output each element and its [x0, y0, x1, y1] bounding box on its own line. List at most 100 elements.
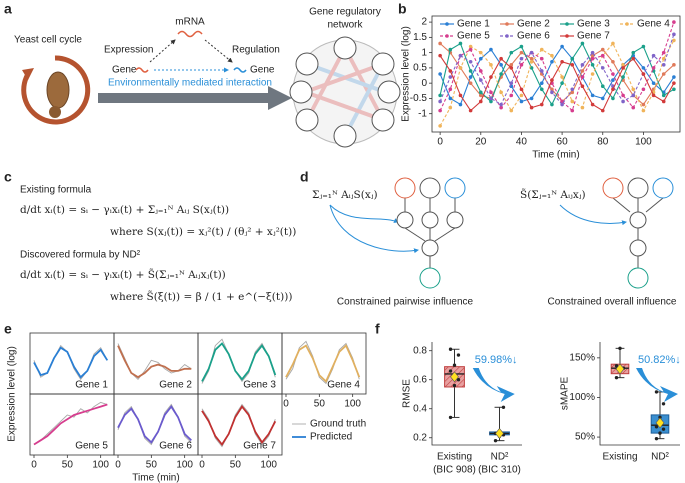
data-point — [641, 44, 646, 49]
x-tick-label: 50 — [62, 460, 74, 471]
data-point — [539, 87, 544, 92]
mean-marker — [495, 427, 504, 439]
x-tick-label: 40 — [516, 137, 528, 148]
data-point — [458, 41, 463, 46]
data-point — [654, 390, 659, 394]
data-point — [448, 75, 453, 79]
formula: where S(xⱼ(t)) = xⱼ²(t) / (θⱼ² + xⱼ²(t)) — [110, 226, 296, 238]
panel-frame — [281, 332, 367, 395]
y-tick-label: 0.5 — [413, 63, 427, 74]
data-point — [600, 47, 605, 52]
x-tick-label: 100 — [92, 460, 109, 471]
data-point — [539, 81, 544, 85]
data-point — [539, 102, 544, 107]
data-point — [600, 53, 605, 58]
data-point — [489, 90, 493, 95]
data-point — [448, 69, 453, 73]
data-point — [590, 50, 595, 55]
regulation-label: Regulation — [232, 45, 280, 56]
formula: d/dt xᵢ(t) = sᵢ − γᵢxᵢ(t) + S̃(Σⱼ₌₁ᴺ Aᵢⱼ… — [20, 268, 226, 281]
data-point — [641, 102, 646, 107]
formula-heading: Discovered formula by ND² — [20, 250, 141, 261]
data-point — [661, 56, 666, 61]
data-point — [550, 78, 554, 82]
data-point — [509, 108, 514, 113]
x-tick-label: 100 — [344, 399, 361, 410]
x-axis-label: Time (min) — [532, 150, 579, 161]
network-title: network — [327, 20, 363, 31]
y-tick-label: -0.5 — [410, 93, 428, 104]
predicted-line — [33, 403, 108, 446]
data-point — [611, 87, 615, 92]
data-point — [468, 81, 473, 85]
data-point — [621, 75, 625, 79]
data-point — [478, 69, 483, 73]
category-label: Existing — [437, 452, 472, 463]
data-point — [519, 99, 524, 104]
mrna-label: mRNA — [175, 17, 205, 28]
data-point — [661, 93, 666, 98]
data-point — [661, 63, 666, 67]
data-point — [499, 102, 503, 107]
data-point — [489, 75, 493, 79]
annotation: 59.98%↓ — [475, 354, 518, 366]
data-point — [570, 90, 575, 95]
panel-label: c — [4, 169, 12, 185]
legend-marker — [505, 22, 509, 26]
series-line — [439, 45, 675, 106]
data-point — [438, 108, 442, 113]
y-tick-label: 150% — [569, 352, 595, 363]
data-point — [654, 436, 659, 441]
network-edges — [304, 47, 386, 137]
series-line — [439, 21, 675, 112]
data-point — [468, 75, 473, 79]
data-point — [509, 93, 514, 98]
mean-marker — [450, 371, 459, 383]
category-label: Existing — [602, 452, 637, 463]
yeast-bud — [49, 106, 61, 118]
data-point — [489, 63, 493, 67]
x-tick-label: 100 — [260, 460, 277, 471]
data-point — [438, 99, 442, 104]
x-tick-label: 50 — [314, 399, 326, 410]
predicted-line — [33, 346, 109, 379]
data-point — [600, 66, 605, 70]
x-tick-label: 0 — [31, 460, 37, 471]
data-point — [458, 66, 463, 70]
data-point — [672, 75, 676, 79]
x-tick-label: 80 — [597, 137, 609, 148]
data-point — [658, 431, 662, 435]
data-point — [580, 69, 585, 73]
truth-line — [117, 343, 192, 380]
data-point — [651, 81, 656, 85]
x-axis-label: Time (min) — [132, 473, 179, 483]
data-point — [614, 364, 619, 368]
legend-label: Predicted — [310, 432, 352, 443]
data-point — [448, 96, 453, 101]
data-point — [611, 59, 615, 64]
legend-marker — [505, 34, 509, 38]
y-tick-label: 100% — [569, 392, 595, 403]
data-point — [550, 59, 554, 64]
data-point — [631, 87, 636, 92]
pairwise-diagram — [329, 177, 466, 289]
panel-label: f — [375, 321, 380, 337]
data-point — [570, 56, 575, 61]
data-point — [478, 93, 483, 98]
y-tick-label: 0 — [421, 78, 427, 89]
data-point — [631, 93, 636, 98]
data-point — [499, 63, 503, 67]
panel-label: Gene 5 — [75, 441, 108, 452]
data-point — [651, 53, 656, 58]
data-point — [651, 93, 656, 98]
series-line — [439, 34, 675, 106]
y-tick-label: 0.4 — [413, 403, 427, 414]
data-point — [478, 90, 483, 95]
data-point — [438, 124, 442, 128]
panel-label: a — [4, 1, 12, 17]
gene-icon — [233, 67, 247, 73]
y-axis-label: Expression level (log) — [7, 346, 18, 442]
y-tick-label: -1 — [418, 108, 427, 119]
data-point — [456, 378, 461, 382]
data-point — [448, 415, 453, 420]
